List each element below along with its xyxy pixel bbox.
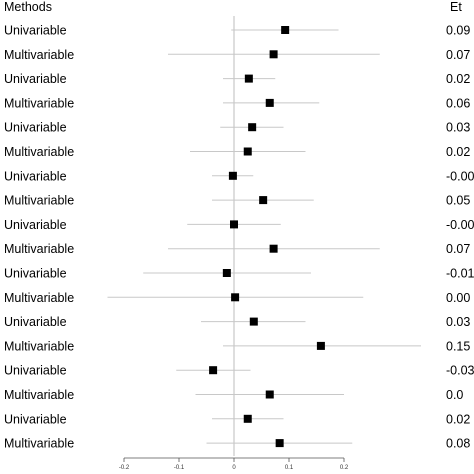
- x-tick-label: 0.1: [285, 465, 294, 471]
- estimate-marker: [269, 50, 278, 59]
- estimate-marker: [265, 390, 274, 399]
- estimate-marker: [243, 414, 252, 423]
- estimate-marker: [249, 317, 258, 326]
- estimate-label: 0.02: [446, 412, 470, 426]
- estimate-label: -0.01: [446, 267, 474, 281]
- estimate-marker: [259, 196, 268, 205]
- method-label: Univariable: [4, 267, 67, 281]
- estimate-marker: [248, 123, 257, 132]
- method-label: Univariable: [4, 315, 67, 329]
- method-label: Univariable: [4, 218, 67, 232]
- method-label: Multivariable: [4, 48, 74, 62]
- estimate-label: -0.00: [446, 218, 474, 232]
- estimate-label: -0.00: [446, 169, 474, 183]
- estimate-marker: [231, 293, 240, 302]
- estimate-marker: [230, 220, 238, 229]
- x-tick-label: -0.2: [119, 465, 130, 471]
- estimate-label: 0.07: [446, 48, 470, 62]
- estimate-marker: [275, 439, 284, 448]
- estimate-label: 0.00: [446, 291, 470, 305]
- plot-area: Univariable 0.09 Multivariable 0.07 Univaria…: [4, 16, 474, 471]
- estimate-marker: [265, 98, 274, 107]
- method-label: Multivariable: [4, 388, 74, 402]
- estimate-label: -0.03: [446, 364, 474, 378]
- estimate-marker: [281, 26, 290, 34]
- estimate-label: 0.06: [446, 96, 470, 110]
- estimate-marker: [209, 366, 218, 375]
- method-label: Multivariable: [4, 194, 74, 208]
- estimate-label: 0.15: [446, 339, 470, 353]
- estimate-marker: [244, 74, 253, 83]
- estimate-label: 0.05: [446, 194, 470, 208]
- method-label: Multivariable: [4, 339, 74, 353]
- estimate-label: 0.03: [446, 121, 470, 135]
- method-label: Univariable: [4, 412, 67, 426]
- estimate-marker: [269, 244, 278, 253]
- method-label: Multivariable: [4, 242, 74, 256]
- estimate-marker: [222, 269, 231, 277]
- estimate-label: 0.03: [446, 315, 470, 329]
- estimate-label: 0.09: [446, 24, 470, 38]
- methods-header: Methods: [4, 0, 52, 14]
- x-tick-label: -0.1: [174, 465, 185, 471]
- method-label: Multivariable: [4, 437, 74, 451]
- x-tick-label: 0.2: [340, 465, 349, 471]
- estimate-marker: [228, 171, 237, 180]
- method-label: Multivariable: [4, 96, 74, 110]
- method-label: Multivariable: [4, 145, 74, 159]
- estimate-label: 0.08: [446, 437, 470, 451]
- estimate-marker: [316, 341, 325, 350]
- estimate-label: 0.07: [446, 242, 470, 256]
- method-label: Univariable: [4, 169, 67, 183]
- estimate-header: Et: [450, 0, 462, 14]
- method-label: Univariable: [4, 364, 67, 378]
- estimate-label: 0.02: [446, 145, 470, 159]
- method-label: Multivariable: [4, 291, 74, 305]
- method-label: Univariable: [4, 121, 67, 135]
- method-label: Univariable: [4, 72, 67, 86]
- estimate-label: 0.02: [446, 72, 470, 86]
- estimate-label: 0.0: [446, 388, 463, 402]
- method-label: Univariable: [4, 24, 67, 38]
- estimate-marker: [243, 147, 252, 156]
- x-tick-label: 0: [232, 465, 236, 471]
